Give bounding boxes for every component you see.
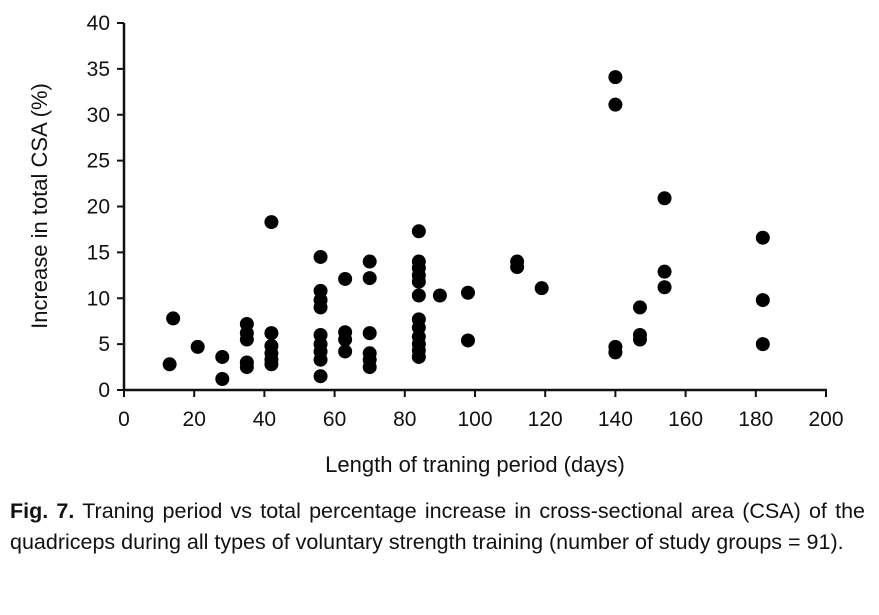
x-axis-label: Length of traning period (days) [325,452,625,477]
data-point [534,281,549,296]
data-point [313,369,328,384]
data-point [608,345,623,360]
data-point [510,260,525,275]
data-point [432,288,447,303]
scatter-chart: 0 20 40 60 80 100 120 140 160 180 200 0 5 10 15 20 25 30 3… [27,12,844,477]
data-point [239,360,254,375]
data-point [239,332,254,347]
y-tick-label: 25 [87,150,110,173]
data-point [657,280,672,295]
data-point [313,249,328,264]
y-axis-label: Increase in total CSA (%) [27,83,52,329]
x-tick-label: 0 [118,408,130,431]
x-tick-label: 60 [323,408,346,431]
y-tick-label: 5 [98,333,110,356]
data-point [338,271,353,286]
data-point [755,337,770,352]
data-point [411,349,426,364]
data-point [264,326,279,341]
y-tick-label: 35 [87,58,110,81]
y-tick-label: 30 [87,104,110,127]
y-tick-label: 0 [98,379,110,402]
x-tick-label: 140 [598,408,633,431]
y-tick-label: 20 [87,196,110,219]
data-point [215,371,230,386]
data-point [264,357,279,372]
data-point [632,300,647,315]
data-point [411,274,426,289]
caption-label: Fig. 7. [10,499,75,523]
data-point [215,349,230,364]
x-tick-label: 40 [253,408,276,431]
data-point [338,344,353,359]
data-point [264,215,279,230]
data-point [166,311,181,326]
x-tick-label: 160 [668,408,703,431]
axes: 0 20 40 60 80 100 120 140 160 180 200 0 5 10 15 20 25 30 3… [87,12,844,431]
y-tick-label: 10 [87,287,110,310]
x-tick-label: 20 [183,408,206,431]
data-point [460,333,475,348]
x-tick-label: 180 [738,408,773,431]
x-tick-label: 80 [393,408,416,431]
data-point [313,352,328,367]
data-point [657,191,672,206]
data-point [411,224,426,239]
data-point [362,254,377,269]
x-tick-label: 100 [457,408,492,431]
data-point [632,332,647,347]
figure-caption: Fig. 7. Traning period vs total percenta… [10,496,865,558]
caption-text: Traning period vs total percentage incre… [10,499,865,554]
y-tick-label: 40 [87,12,110,35]
data-point [338,332,353,347]
data-point [313,300,328,315]
x-tick-label: 200 [808,408,843,431]
data-point [755,293,770,308]
data-point [362,326,377,341]
data-point [657,264,672,279]
x-tick-label: 120 [528,408,563,431]
data-point [362,271,377,286]
data-points [162,70,770,386]
data-point [608,70,623,85]
data-point [411,288,426,303]
data-point [162,357,177,372]
y-tick-label: 15 [87,241,110,264]
data-point [190,339,205,354]
data-point [460,285,475,300]
data-point [608,97,623,112]
data-point [362,360,377,375]
data-point [755,230,770,245]
